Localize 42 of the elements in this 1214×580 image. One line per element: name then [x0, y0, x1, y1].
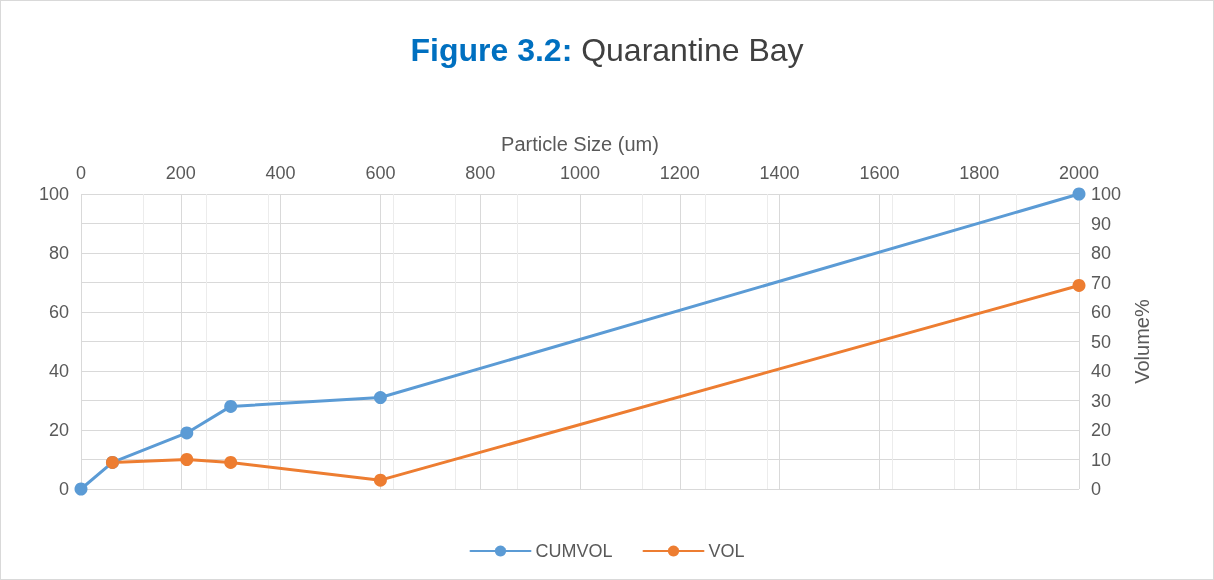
x-tick-label: 1000 — [559, 163, 601, 183]
x-tick-label: 200 — [165, 163, 196, 183]
point — [373, 473, 387, 487]
point — [74, 482, 88, 496]
y-tick-label: 60 — [48, 302, 69, 322]
y2-tick-label: 90 — [1091, 213, 1112, 234]
point — [1072, 187, 1086, 201]
y-tick-label: 0 — [58, 479, 69, 499]
x-tick-label: 1200 — [659, 163, 700, 183]
x-axis-title: Particle Size (um) — [501, 133, 659, 155]
x-tick-label: 1800 — [959, 163, 1000, 183]
point — [224, 399, 238, 413]
legend-label: CUMVOL — [535, 541, 613, 561]
y2-tick-label: 80 — [1091, 243, 1112, 263]
y-tick-label: 20 — [48, 420, 69, 440]
y-tick-label: 80 — [48, 243, 69, 263]
y2-tick-label: 20 — [1091, 420, 1112, 440]
y2-tick-label: 0 — [1091, 479, 1102, 499]
point — [373, 391, 387, 405]
point — [224, 455, 238, 469]
x-tick-label: 2000 — [1058, 163, 1100, 183]
y-tick-label: 100 — [38, 184, 69, 204]
point — [180, 426, 194, 440]
y2-tick-label: 100 — [1091, 184, 1122, 204]
legend-label: VOL — [708, 541, 745, 561]
y2-tick-label: 60 — [1091, 302, 1112, 322]
y2-tick-label: 30 — [1091, 390, 1112, 411]
x-tick-label: 0 — [75, 163, 87, 183]
x-tick-label: 1600 — [859, 163, 900, 183]
x-tick-label: 600 — [365, 163, 396, 183]
x-tick-label: 400 — [265, 163, 296, 183]
y2-tick-label: 40 — [1091, 361, 1112, 381]
y-tick-label: 40 — [48, 361, 69, 381]
x-tick-label: 1400 — [759, 163, 800, 183]
chart-title: Figure 3.2: Quarantine Bay — [410, 32, 804, 68]
y2-tick-label: 10 — [1091, 449, 1112, 470]
y2-axis-title: Volume% — [1130, 299, 1153, 384]
x-tick-label: 800 — [465, 163, 496, 183]
y2-tick-label: 70 — [1091, 272, 1112, 293]
point — [180, 453, 194, 466]
point — [1072, 278, 1086, 292]
y2-tick-label: 50 — [1091, 331, 1112, 352]
